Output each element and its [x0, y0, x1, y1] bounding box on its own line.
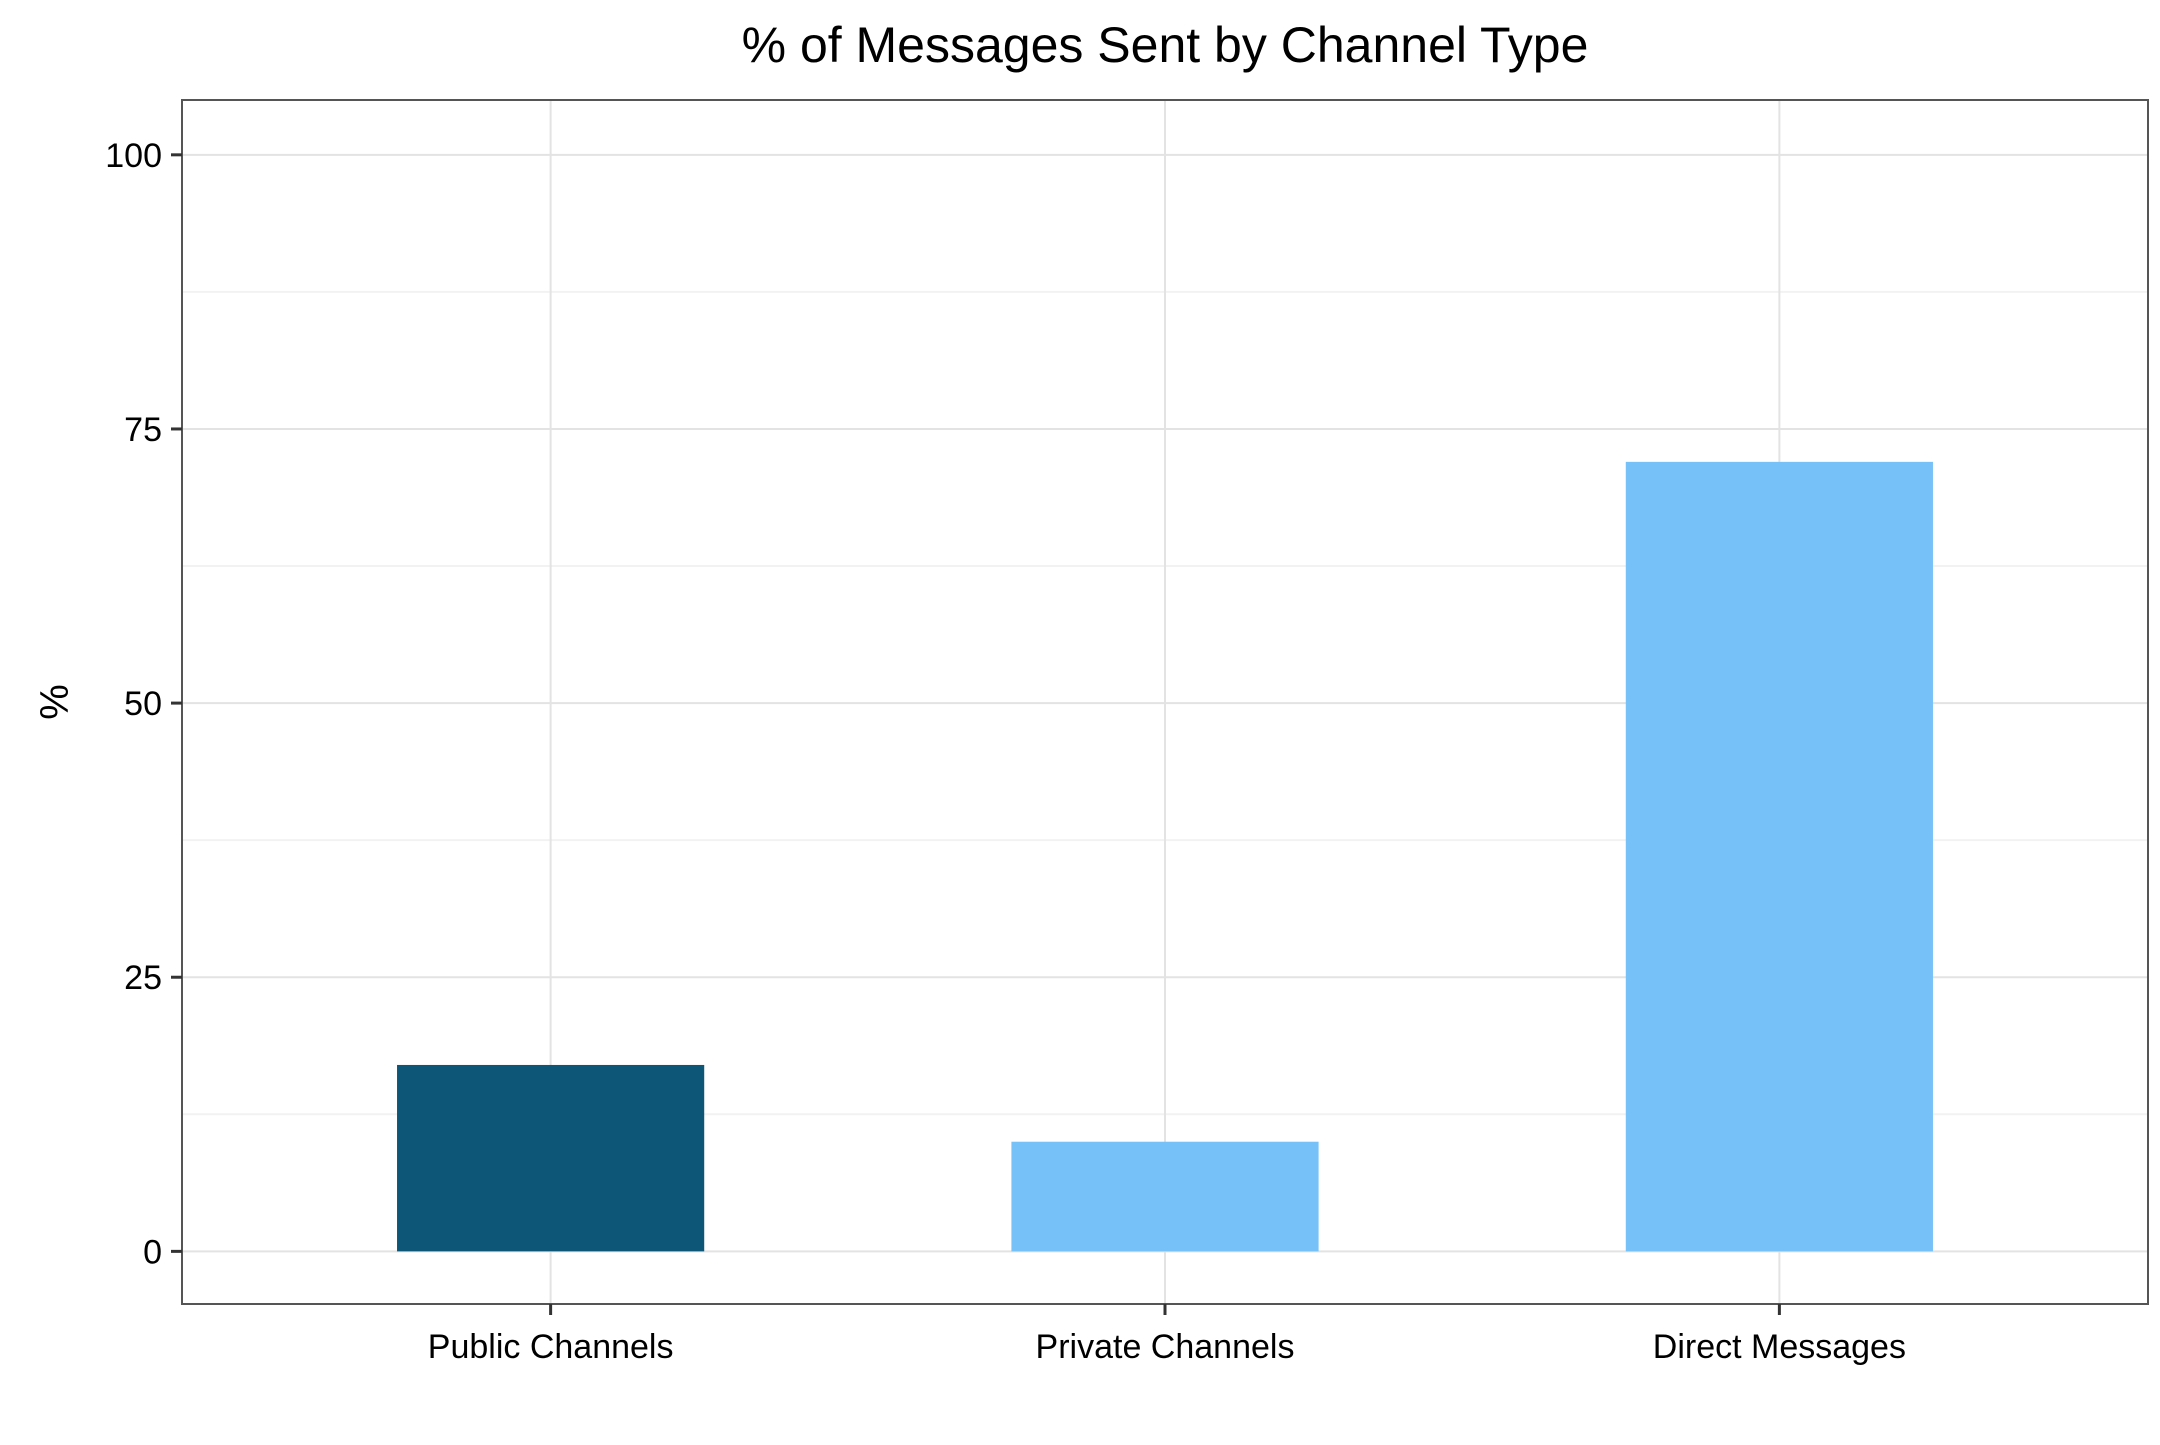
- x-tick-label: Public Channels: [428, 1328, 674, 1366]
- chart-title: % of Messages Sent by Channel Type: [742, 17, 1589, 73]
- y-tick-label: 25: [124, 959, 162, 997]
- y-tick-label: 50: [124, 685, 162, 723]
- bar: [1011, 1141, 1319, 1252]
- x-tick-label: Direct Messages: [1653, 1328, 1906, 1366]
- axes: 0 25 50 75 100 Public Channels Private Channel…: [105, 137, 1906, 1366]
- bar: [1625, 461, 1933, 1252]
- y-tick-label: 0: [143, 1233, 162, 1271]
- x-tick-label: Private Channels: [1036, 1328, 1295, 1366]
- bars: [397, 461, 1933, 1252]
- y-axis-label: %: [33, 684, 77, 720]
- y-tick-label: 75: [124, 411, 162, 449]
- y-tick-label: 100: [105, 137, 162, 175]
- bar: [397, 1064, 705, 1252]
